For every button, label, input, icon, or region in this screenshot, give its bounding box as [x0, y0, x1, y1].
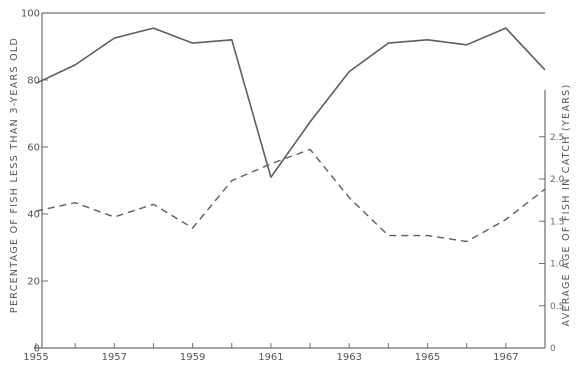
ticks: 0 20 40 60 80 100 0 0.5 1.0 1.5 2.0 2.5 1955 1957 1959…: [21, 9, 565, 364]
series: [35, 27, 546, 243]
x-tick-label: 1965: [415, 352, 440, 363]
x-tick-label: 1959: [180, 352, 205, 363]
y2-tick-label: 2.0: [550, 175, 565, 185]
labels: PERCENTAGE OF FISH LESS THAN 3-YEARS OLD…: [9, 37, 572, 327]
y-tick-label: 100: [21, 9, 40, 20]
x-tick-label: 1955: [23, 352, 48, 363]
y2-tick-label: 1.0: [550, 260, 565, 270]
x-tick-label: 1967: [493, 352, 518, 363]
y2-tick-label: 0: [550, 344, 556, 354]
series-line-average-age: [35, 148, 546, 243]
y-tick-label: 0: [34, 344, 40, 355]
y-tick-label: 60: [27, 143, 40, 154]
y2-tick-label: 1.5: [550, 217, 564, 227]
y2-tick-label: 0.5: [550, 302, 564, 312]
x-tick-label: 1963: [337, 352, 362, 363]
y-tick-label: 80: [27, 76, 40, 87]
y2-axis-label: AVERAGE AGE OF FISH IN CATCH (YEARS): [561, 84, 572, 327]
y2-tick-label: 2.5: [550, 133, 564, 143]
y-axis-label: PERCENTAGE OF FISH LESS THAN 3-YEARS OLD: [9, 37, 20, 313]
y-tick-label: 20: [27, 277, 40, 288]
x-tick-label: 1957: [102, 352, 127, 363]
x-tick-label: 1961: [258, 352, 283, 363]
axes: [34, 12, 546, 349]
y-tick-label: 40: [27, 210, 40, 221]
series-line-percentage: [35, 27, 546, 178]
